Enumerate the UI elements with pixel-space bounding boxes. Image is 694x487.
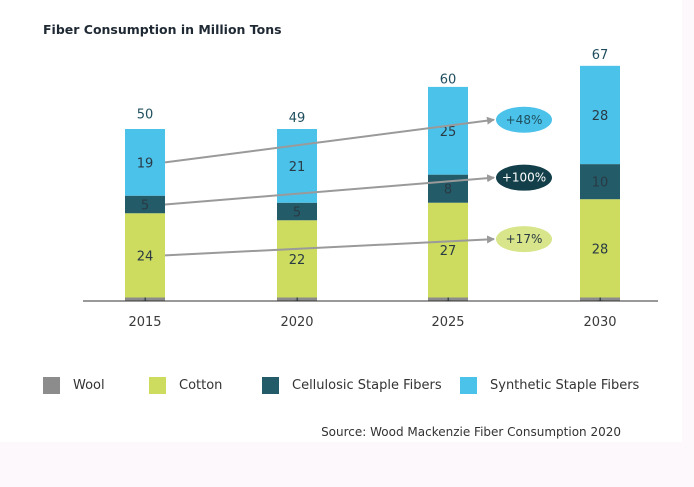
legend-label-wool: Wool [73, 378, 105, 393]
segment-label-cotton-2015: 24 [137, 249, 154, 264]
growth-badge-synthetic-staple-fibers [496, 106, 552, 133]
x-tick-label-2025: 2025 [431, 315, 464, 330]
segment-label-synthetic-staple-fibers-2030: 28 [592, 109, 609, 124]
growth-arrow-synthetic-staple-fibers [164, 116, 495, 164]
segment-label-wool-2025: 1 [444, 290, 452, 305]
segment-label-synthetic-staple-fibers-2020: 21 [289, 160, 306, 175]
legend-swatch-cotton [149, 377, 166, 394]
segment-label-cellulosic-staple-fibers-2030: 10 [592, 176, 609, 191]
growth-badge-label-synthetic-staple-fibers: +48% [506, 113, 543, 127]
bar-segment-cotton-2020 [277, 220, 317, 298]
source-note: Source: Wood Mackenzie Fiber Consumption… [321, 425, 621, 439]
segment-label-cellulosic-staple-fibers-2020: 5 [293, 205, 301, 220]
legend-item-cellulosic: Cellulosic Staple Fibers [262, 377, 460, 394]
bar-segment-cotton-2015 [125, 213, 165, 298]
segment-label-wool-2015: 1 [141, 290, 149, 305]
bar-segment-cellulosic-staple-fibers-2015 [125, 195, 165, 214]
legend: Wool Cotton Cellulosic Staple Fibers Syn… [43, 377, 639, 394]
segment-label-cotton-2030: 28 [592, 242, 609, 257]
segment-label-wool-2030: 1 [596, 290, 604, 305]
bar-segment-synthetic-staple-fibers-2015 [125, 129, 165, 196]
total-label-2020: 49 [289, 111, 306, 126]
legend-item-wool: Wool [43, 377, 149, 394]
legend-item-synthetic: Synthetic Staple Fibers [460, 377, 639, 394]
growth-badge-label-cellulosic-staple-fibers: +100% [502, 171, 546, 185]
legend-label-synthetic: Synthetic Staple Fibers [490, 378, 640, 393]
segment-label-cotton-2025: 27 [440, 244, 457, 259]
growth-badge-cellulosic-staple-fibers [496, 164, 552, 191]
growth-arrow-cellulosic-staple-fibers [164, 174, 495, 206]
bar-segment-cellulosic-staple-fibers-2030 [580, 164, 620, 200]
bar-segment-cotton-2025 [428, 202, 468, 298]
segment-label-cotton-2020: 22 [289, 253, 306, 268]
total-label-2025: 60 [440, 72, 457, 87]
segment-label-wool-2020: 1 [293, 290, 301, 305]
legend-swatch-cellulosic [262, 377, 279, 394]
legend-item-cotton: Cotton [149, 377, 262, 394]
segment-label-synthetic-staple-fibers-2025: 25 [440, 125, 457, 140]
bar-segment-cotton-2030 [580, 199, 620, 298]
x-tick-label-2020: 2020 [280, 315, 313, 330]
total-label-2015: 50 [137, 108, 154, 123]
legend-label-cotton: Cotton [179, 378, 223, 393]
bar-segment-cellulosic-staple-fibers-2020 [277, 202, 317, 221]
legend-swatch-synthetic [460, 377, 477, 394]
growth-badge-label-cotton: +17% [506, 232, 543, 246]
bar-segment-synthetic-staple-fibers-2030 [580, 65, 620, 165]
chart-title: Fiber Consumption in Million Tons [43, 22, 282, 37]
bar-segment-cellulosic-staple-fibers-2025 [428, 174, 468, 203]
legend-swatch-wool [43, 377, 60, 394]
segment-label-synthetic-staple-fibers-2015: 19 [137, 156, 154, 171]
bar-segment-wool-2025 [428, 297, 468, 301]
segment-label-cellulosic-staple-fibers-2015: 5 [141, 198, 149, 213]
growth-badge-cotton [496, 226, 552, 253]
chart-panel [0, 0, 682, 442]
legend-label-cellulosic: Cellulosic Staple Fibers [292, 378, 442, 393]
x-tick-label-2030: 2030 [583, 315, 616, 330]
x-tick-label-2015: 2015 [128, 315, 161, 330]
bar-segment-wool-2030 [580, 297, 620, 301]
segment-label-cellulosic-staple-fibers-2025: 8 [444, 183, 452, 198]
bar-segment-wool-2020 [277, 297, 317, 301]
growth-arrow-cotton [164, 235, 495, 257]
bar-segment-synthetic-staple-fibers-2025 [428, 86, 468, 175]
bar-segment-wool-2015 [125, 297, 165, 301]
bar-segment-synthetic-staple-fibers-2020 [277, 129, 317, 203]
total-label-2030: 67 [592, 48, 609, 63]
